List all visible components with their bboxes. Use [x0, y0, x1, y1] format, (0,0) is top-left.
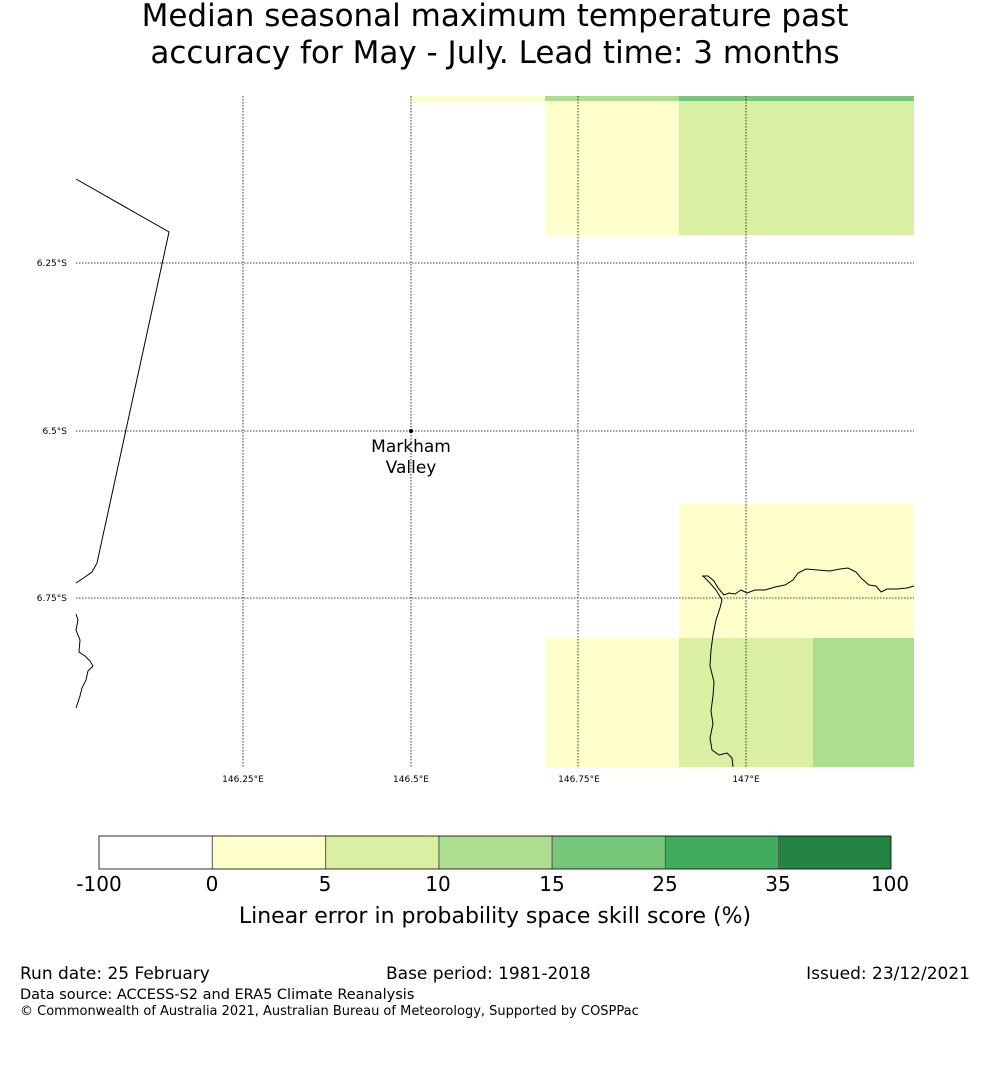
skill-cells: [411, 96, 914, 767]
skill-cell: [813, 638, 914, 767]
colorbar-tick: 100: [871, 872, 909, 896]
place-label-line-1: Markham: [371, 437, 451, 457]
lat-label: 6.25°S: [37, 259, 68, 269]
coastline: [702, 567, 915, 596]
coastline: [702, 575, 734, 768]
data-source: Data source: ACCESS-S2 and ERA5 Climate …: [20, 987, 415, 1003]
skill-cell: [679, 504, 914, 638]
coastlines: [75, 178, 915, 768]
colorbar-tick: 5: [319, 872, 332, 896]
coastline: [75, 613, 94, 709]
skill-cell: [679, 101, 914, 235]
lat-label: 6.75°S: [37, 594, 68, 604]
colorbar-tick: 15: [539, 872, 564, 896]
lon-label: 147°E: [732, 775, 760, 785]
skill-cell: [679, 96, 914, 101]
graticule: [76, 96, 914, 767]
coastline: [75, 178, 170, 584]
colorbar-segment: [778, 836, 891, 869]
colorbar-label: Linear error in probability space skill …: [239, 904, 751, 929]
skill-cell: [545, 96, 679, 101]
lat-label: 6.5°S: [42, 427, 67, 437]
colorbar-segment: [438, 836, 553, 869]
lon-label: 146.5°E: [393, 775, 429, 785]
colorbar-segment: [665, 836, 779, 869]
base-period: Base period: 1981-2018: [386, 964, 591, 984]
lon-label: 146.25°E: [222, 775, 264, 785]
colorbar: -100 0 5 10 15 25 35 100 Linear error in…: [76, 835, 909, 929]
colorbar-tick: 35: [765, 872, 790, 896]
place-label-line-2: Valley: [386, 458, 437, 478]
colorbar-tick: 0: [206, 872, 219, 896]
place-marker: [409, 429, 413, 433]
copyright: © Commonwealth of Australia 2021, Austra…: [20, 1004, 639, 1019]
skill-cell: [545, 638, 679, 767]
colorbar-tick: -100: [76, 872, 121, 896]
issued-date: Issued: 23/12/2021: [806, 964, 970, 984]
colorbar-tick: 25: [652, 872, 677, 896]
colorbar-segment: [552, 836, 666, 869]
chart-title-line-2: accuracy for May - July. Lead time: 3 mo…: [150, 35, 840, 71]
chart-title-line-1: Median seasonal maximum temperature past: [141, 0, 849, 34]
skill-cell: [545, 101, 679, 235]
skill-cell: [411, 96, 545, 101]
colorbar-segment: [325, 836, 439, 869]
colorbar-tick: 10: [425, 872, 450, 896]
run-date: Run date: 25 February: [20, 964, 210, 984]
colorbar-segment: [99, 836, 213, 869]
colorbar-frame: [98, 835, 892, 870]
colorbar-segment: [212, 836, 326, 869]
lon-label: 146.75°E: [558, 775, 600, 785]
